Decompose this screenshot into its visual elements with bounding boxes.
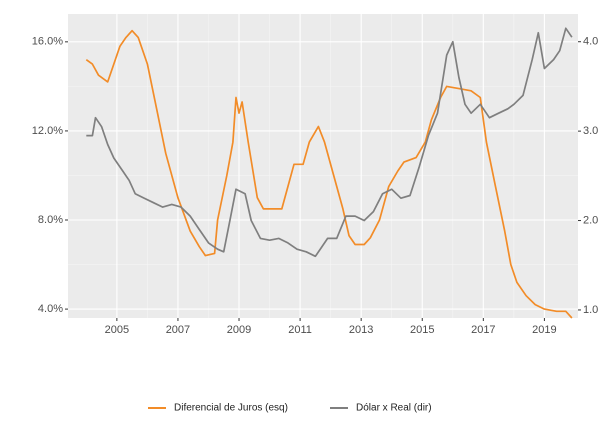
x-tick-label: 2009: [227, 324, 251, 336]
y2-tick-label: 4.0: [583, 36, 598, 48]
series-line: [86, 27, 573, 258]
x-tick-label: 2019: [532, 324, 556, 336]
x-tick-label: 2013: [349, 324, 373, 336]
y2-tick-label: 3.0: [583, 125, 598, 137]
y-tick-label: 8.0%: [38, 214, 63, 226]
x-tick-label: 2011: [288, 324, 312, 336]
x-tick-label: 2005: [105, 324, 129, 336]
y2-tick-label: 1.0: [583, 304, 598, 316]
x-tick-label: 2017: [471, 324, 495, 336]
legend-label: Diferencial de Juros (esq): [174, 403, 288, 414]
legend-label: Dólar x Real (dir): [356, 403, 432, 414]
y-tick-label: 12.0%: [32, 125, 63, 137]
y-tick-label: 16.0%: [32, 36, 63, 48]
x-tick-label: 2015: [410, 324, 434, 336]
series-line: [85, 29, 573, 319]
y2-tick-label: 2.0: [583, 214, 598, 226]
panel: [68, 14, 578, 318]
x-tick-label: 2007: [166, 324, 190, 336]
y-tick-label: 4.0%: [38, 303, 63, 315]
